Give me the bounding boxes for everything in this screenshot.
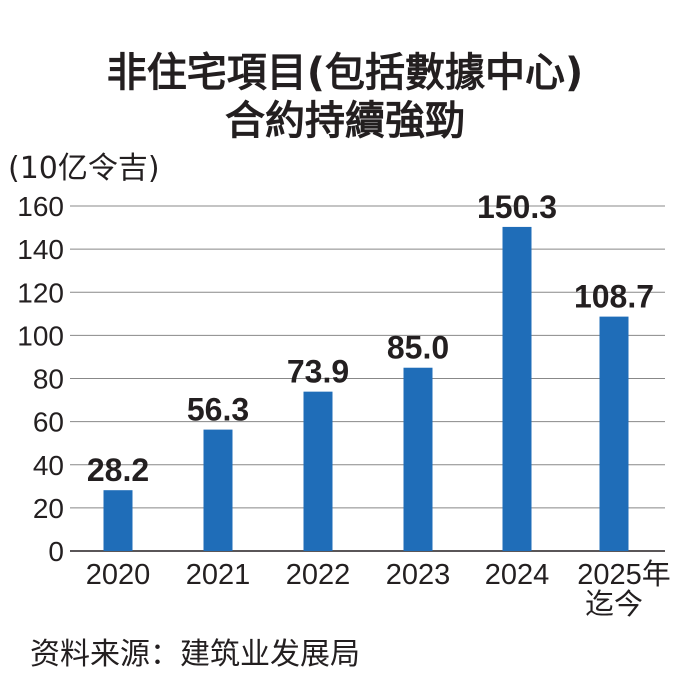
bar — [403, 367, 433, 551]
x-tick-label: 迄今 — [585, 588, 643, 621]
chart-title-line-2: 合約持續強勁 — [225, 98, 465, 144]
x-tick-label: 2025年 — [577, 558, 671, 591]
data-label: 73.9 — [287, 354, 349, 390]
bar — [103, 490, 133, 551]
bar — [599, 316, 629, 551]
data-label: 28.2 — [87, 452, 149, 488]
bar — [203, 429, 233, 551]
bar — [502, 226, 532, 551]
y-tick-label: 20 — [33, 493, 64, 524]
data-label: 108.7 — [574, 279, 654, 315]
y-tick-label: 60 — [33, 407, 64, 438]
data-label: 56.3 — [187, 392, 249, 428]
chart-title-line-1: 非住宅項目(包括數據中心) — [106, 50, 584, 96]
source-note: 资料来源：建筑业发展局 — [30, 637, 360, 672]
y-tick-label: 40 — [33, 450, 64, 481]
y-tick-label: 160 — [17, 191, 64, 222]
x-tick-label: 2023 — [386, 559, 451, 591]
x-tick-label: 2021 — [186, 559, 251, 591]
y-tick-label: 100 — [17, 320, 64, 351]
data-label: 85.0 — [387, 330, 449, 366]
y-axis-unit: (10亿令吉) — [8, 151, 160, 186]
data-label: 150.3 — [477, 189, 557, 225]
x-tick-label: 2020 — [86, 559, 151, 591]
y-tick-label: 120 — [17, 277, 64, 308]
y-tick-label: 0 — [48, 536, 64, 567]
bar — [303, 391, 333, 551]
x-tick-label: 2024 — [485, 559, 550, 591]
y-tick-label: 80 — [33, 364, 64, 395]
x-tick-label: 2022 — [286, 559, 351, 591]
y-tick-label: 140 — [17, 234, 64, 265]
